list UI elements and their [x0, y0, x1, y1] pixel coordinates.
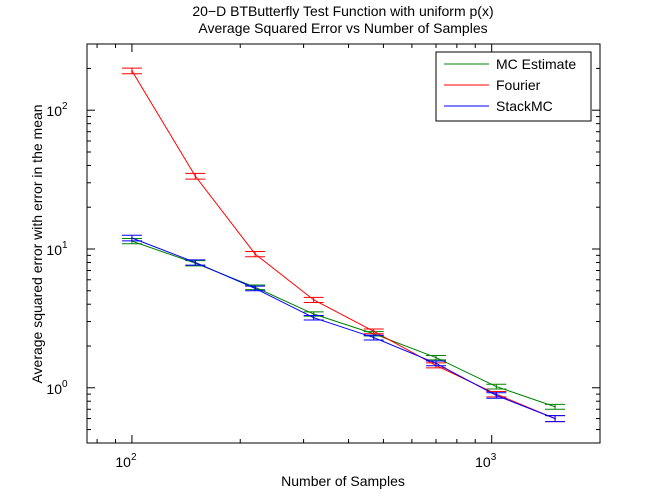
- x-tick-label: 103: [475, 452, 497, 470]
- error-bar: [545, 403, 566, 410]
- x-axis: 102 103: [96, 44, 601, 470]
- data-point: [254, 253, 256, 255]
- legend: MC Estimate Fourier StackMC: [435, 51, 592, 122]
- chart-title-line1: 20−D BTButterfly Test Function with unif…: [192, 3, 493, 19]
- y-axis-label: Average squared error with error in the …: [29, 104, 45, 383]
- error-bar: [121, 234, 142, 242]
- error-bar: [245, 285, 266, 292]
- legend-label: MC Estimate: [496, 56, 576, 72]
- legend-item: StackMC: [444, 98, 553, 114]
- series-stackmc: [121, 234, 566, 423]
- error-bar: [303, 314, 324, 321]
- error-bar: [303, 296, 324, 303]
- error-bar: [486, 392, 507, 399]
- legend-label: StackMC: [496, 98, 553, 114]
- series-layer: [121, 67, 566, 423]
- y-axis: 100 101 102: [46, 43, 600, 444]
- data-point: [312, 316, 315, 319]
- legend-item: MC Estimate: [444, 56, 576, 72]
- data-point: [495, 385, 498, 388]
- error-bar: [425, 354, 446, 361]
- error-bar: [245, 250, 266, 258]
- y-tick-label: 100: [46, 379, 68, 397]
- error-bar: [121, 67, 142, 75]
- series-line: [131, 237, 556, 420]
- data-point: [435, 356, 437, 359]
- data-point: [372, 336, 375, 339]
- error-bar: [363, 334, 384, 341]
- x-tick-label: 102: [115, 452, 137, 470]
- error-bar: [545, 415, 566, 423]
- y-tick-label: 102: [46, 101, 68, 119]
- x-axis-label: Number of Samples: [281, 473, 405, 489]
- series-line: [131, 70, 556, 420]
- data-point: [312, 313, 315, 315]
- y-tick-label: 101: [46, 240, 68, 258]
- data-point: [254, 287, 256, 290]
- error-bar: [486, 383, 507, 390]
- error-bar: [363, 328, 384, 335]
- data-point: [194, 261, 197, 264]
- error-bar: [185, 172, 206, 180]
- data-point: [312, 299, 315, 301]
- data-point: [435, 362, 437, 365]
- error-bar: [425, 360, 446, 367]
- chart-title-line2: Average Squared Error vs Number of Sampl…: [198, 20, 487, 36]
- data-point: [554, 417, 556, 420]
- error-bar: [185, 259, 206, 266]
- data-point: [554, 405, 556, 408]
- data-point: [194, 175, 197, 177]
- legend-label: Fourier: [496, 77, 541, 93]
- legend-item: Fourier: [444, 77, 541, 93]
- data-point: [372, 330, 375, 333]
- data-point: [131, 237, 133, 239]
- data-point: [131, 70, 133, 72]
- data-point: [495, 394, 498, 397]
